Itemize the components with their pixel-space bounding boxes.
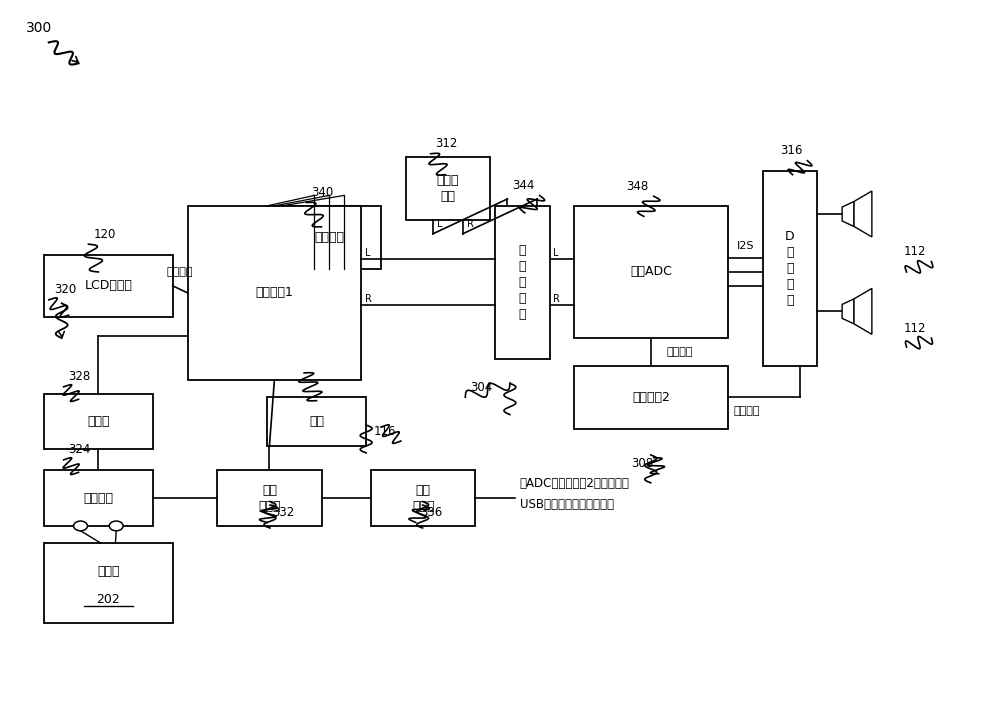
Text: 320: 320 [54,283,76,296]
Text: 112: 112 [904,322,926,334]
Text: 功率
控制器: 功率 控制器 [258,484,281,513]
Text: 324: 324 [69,444,91,456]
Text: USB（可选择的）等的电源: USB（可选择的）等的电源 [520,498,614,510]
Text: 功率输入: 功率输入 [83,491,113,505]
Text: 116: 116 [373,425,396,438]
FancyBboxPatch shape [44,255,173,318]
Text: 控制信号: 控制信号 [666,347,693,357]
Text: 控制信号: 控制信号 [167,267,193,277]
FancyBboxPatch shape [371,470,475,526]
FancyBboxPatch shape [188,206,361,380]
FancyBboxPatch shape [267,397,366,446]
Text: 功率
滤波器: 功率 滤波器 [412,484,434,513]
FancyBboxPatch shape [217,470,322,526]
Text: 348: 348 [626,180,649,193]
Text: L: L [365,248,371,258]
FancyBboxPatch shape [44,543,173,623]
Text: R: R [365,294,372,304]
Text: 控制信号: 控制信号 [733,406,760,416]
Text: 稳压器: 稳压器 [87,415,110,428]
Text: 按键: 按键 [309,415,324,428]
FancyBboxPatch shape [44,394,153,449]
Polygon shape [854,191,872,237]
Text: 304: 304 [470,381,493,394]
Text: 308: 308 [632,458,654,470]
Text: D
类
放
大
器: D 类 放 大 器 [785,230,795,307]
Text: 微处理器1: 微处理器1 [255,287,293,299]
Text: L: L [437,219,443,229]
Text: 300: 300 [26,21,52,35]
Text: I2S: I2S [737,241,754,251]
FancyBboxPatch shape [44,470,153,526]
Text: 316: 316 [780,144,802,157]
Text: 至ADC、微处理器2、放大器、: 至ADC、微处理器2、放大器、 [520,477,630,490]
Circle shape [74,521,87,531]
Polygon shape [842,201,854,227]
FancyBboxPatch shape [574,366,728,429]
Text: 蓝牙模块: 蓝牙模块 [314,231,344,244]
Polygon shape [854,289,872,334]
Text: R: R [467,219,474,229]
Text: 202: 202 [96,593,120,606]
Text: 344: 344 [512,179,535,192]
Text: 无线电
模块: 无线电 模块 [437,174,459,203]
FancyBboxPatch shape [574,206,728,338]
Text: 312: 312 [436,137,458,150]
FancyBboxPatch shape [763,171,817,366]
Text: LCD显示器: LCD显示器 [84,279,132,292]
Text: R: R [553,294,559,304]
Text: 328: 328 [69,370,91,383]
Text: 332: 332 [272,506,294,519]
Text: L: L [553,248,558,258]
Text: 336: 336 [421,506,443,519]
Text: 电池包: 电池包 [97,565,120,578]
FancyBboxPatch shape [406,157,490,220]
Text: 音
频
处
理
器: 音 频 处 理 器 [519,244,526,321]
Text: 112: 112 [904,245,926,258]
FancyBboxPatch shape [277,206,381,268]
Polygon shape [842,299,854,324]
Text: 340: 340 [312,186,334,199]
Circle shape [109,521,123,531]
Text: 微处理器2: 微处理器2 [632,391,670,403]
FancyBboxPatch shape [495,206,550,359]
Text: 120: 120 [93,227,116,241]
Text: 音频ADC: 音频ADC [630,265,672,279]
